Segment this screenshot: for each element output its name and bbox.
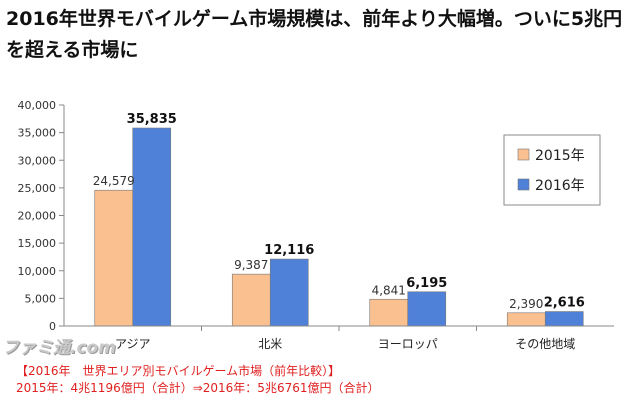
caption-line-2: 2015年：4兆1196億円（合計）⇒2016年：5兆6761億円（合計） (16, 381, 380, 395)
chart-svg: 0 5,000 10,000 15,000 20,000 25,000 30,000 35,0… (18, 99, 614, 351)
headline: 2016年世界モバイルゲーム市場規模は、前年より大幅増。ついに5兆円を超える市場… (6, 8, 623, 61)
y-tick-label: 30,000 (18, 154, 57, 167)
y-tick-label: 40,000 (18, 99, 57, 112)
data-label-2015: 24,579 (93, 174, 135, 188)
x-axis: アジア 北米 ヨーロッパ その他地域 (64, 325, 614, 351)
y-tick-label: 35,000 (18, 127, 57, 140)
x-category-label: その他地域 (515, 337, 575, 351)
bar-2016 (544, 311, 584, 327)
data-label-2015: 4,841 (372, 283, 406, 297)
bar-2015 (231, 273, 271, 327)
y-tick-label: 0 (49, 320, 56, 333)
bar-2015 (94, 189, 134, 327)
bar-2016 (407, 291, 447, 327)
data-label-2016: 2,616 (544, 296, 585, 311)
y-tick-label: 20,000 (18, 210, 57, 223)
y-tick-label: 25,000 (18, 182, 57, 195)
legend: 2015年 2016年 (503, 134, 601, 206)
legend-swatch (517, 178, 530, 191)
caption: 【2016年 世界エリア別モバイルゲーム市場（前年比較）】 2015年：4兆11… (16, 363, 379, 397)
data-label-2016: 12,116 (264, 243, 314, 258)
bar-2016 (132, 127, 172, 327)
legend-label: 2015年 (535, 148, 585, 164)
x-category-label: 北米 (258, 337, 282, 351)
bar-2015 (369, 298, 409, 327)
y-axis: 0 5,000 10,000 15,000 20,000 25,000 30,000 35,0… (18, 99, 65, 333)
legend-box (503, 134, 601, 206)
bar-2016 (269, 258, 309, 327)
x-category-label: アジア (115, 337, 151, 351)
legend-label: 2016年 (535, 178, 585, 194)
y-tick-label: 15,000 (18, 237, 57, 250)
y-tick-label: 10,000 (18, 265, 57, 278)
bar-2015 (506, 312, 546, 327)
watermark-logo: ファミ通.com (2, 338, 116, 358)
x-category-label: ヨーロッパ (378, 337, 438, 351)
data-label-2015: 2,390 (509, 297, 543, 311)
caption-line-1: 【2016年 世界エリア別モバイルゲーム市場（前年比較）】 (16, 364, 341, 378)
data-label-2015: 9,387 (234, 258, 268, 272)
legend-swatch (517, 148, 530, 161)
data-label-2016: 6,195 (406, 276, 447, 291)
y-tick-label: 5,000 (25, 292, 57, 305)
data-label-2016: 35,835 (127, 112, 177, 127)
bar-chart: 0 5,000 10,000 15,000 20,000 25,000 30,000 35,0… (4, 85, 624, 358)
